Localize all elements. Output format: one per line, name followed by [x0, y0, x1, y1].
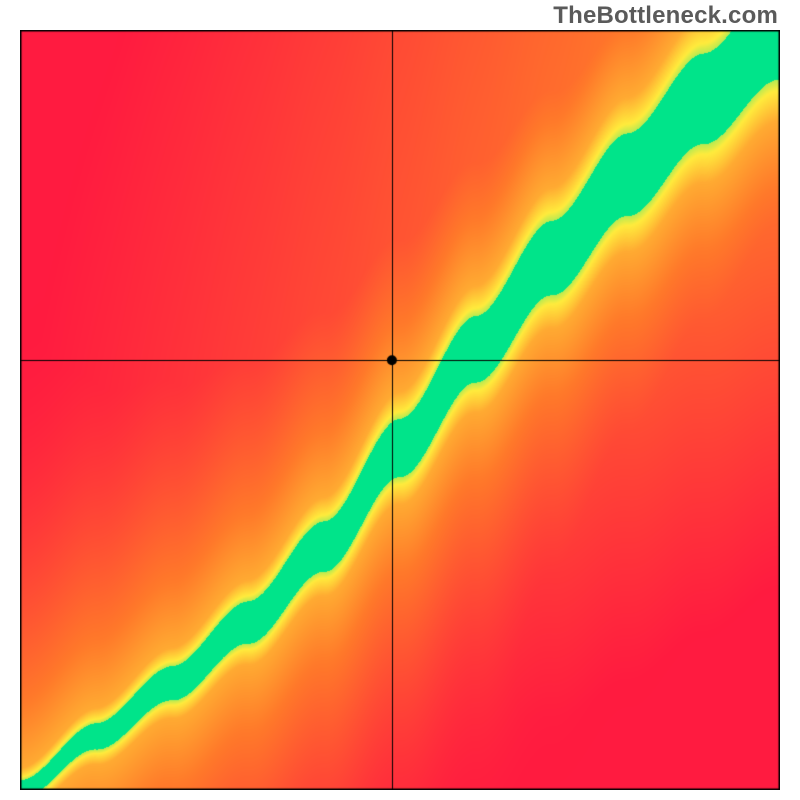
- bottleneck-heatmap: [20, 30, 780, 790]
- watermark-text: TheBottleneck.com: [553, 2, 778, 30]
